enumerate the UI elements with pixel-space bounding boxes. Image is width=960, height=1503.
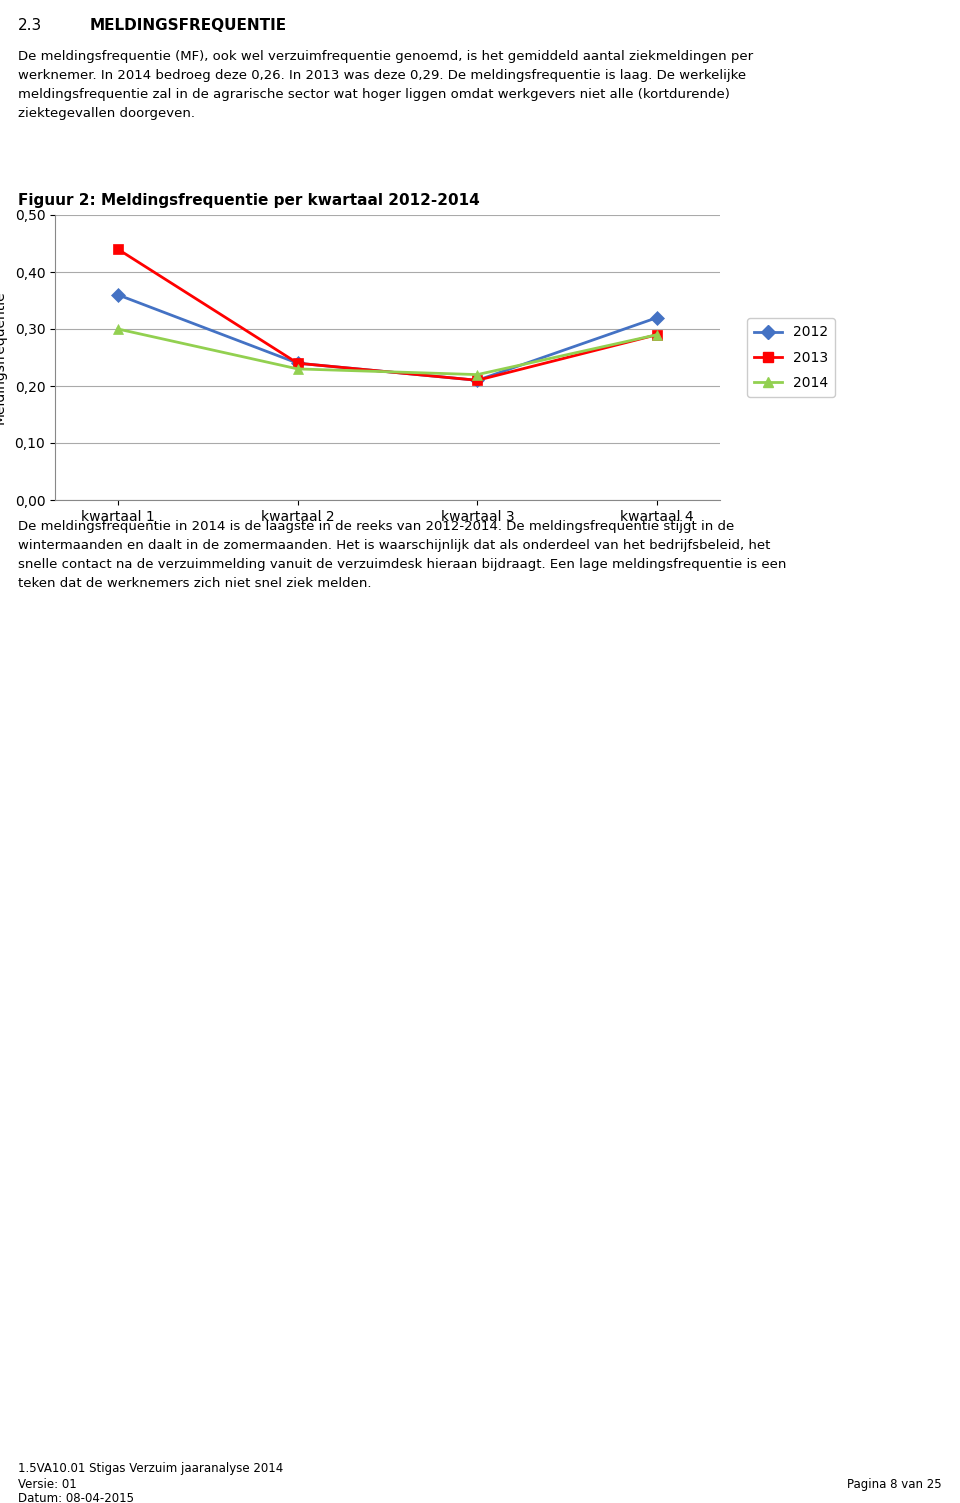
Text: Datum: 08-04-2015: Datum: 08-04-2015	[18, 1492, 134, 1503]
2013	[112, 240, 124, 259]
Y-axis label: Meldingsfrequentie: Meldingsfrequentie	[0, 290, 6, 424]
2014	[112, 320, 124, 338]
2012	[651, 308, 662, 326]
Text: Figuur 2: Meldingsfrequentie per kwartaal 2012-2014: Figuur 2: Meldingsfrequentie per kwartaa…	[18, 192, 480, 207]
2013	[292, 355, 303, 373]
2012	[471, 371, 483, 389]
2014	[471, 365, 483, 383]
2014	[651, 326, 662, 344]
2014	[292, 359, 303, 377]
Text: MELDINGSFREQUENTIE: MELDINGSFREQUENTIE	[90, 18, 287, 33]
Line: 2012: 2012	[113, 290, 662, 385]
Line: 2013: 2013	[113, 245, 662, 385]
Text: Versie: 01: Versie: 01	[18, 1477, 77, 1491]
Text: 2.3: 2.3	[18, 18, 42, 33]
Text: werknemer. In 2014 bedroeg deze 0,26. In 2013 was deze 0,29. De meldingsfrequent: werknemer. In 2014 bedroeg deze 0,26. In…	[18, 69, 746, 83]
Text: ziektegevallen doorgeven.: ziektegevallen doorgeven.	[18, 107, 195, 120]
Text: wintermaanden en daalt in de zomermaanden. Het is waarschijnlijk dat als onderde: wintermaanden en daalt in de zomermaande…	[18, 540, 770, 552]
2012	[112, 286, 124, 304]
Text: snelle contact na de verzuimmelding vanuit de verzuimdesk hieraan bijdraagt. Een: snelle contact na de verzuimmelding vanu…	[18, 558, 786, 571]
Text: Pagina 8 van 25: Pagina 8 van 25	[848, 1477, 942, 1491]
Legend: 2012, 2013, 2014: 2012, 2013, 2014	[747, 319, 835, 397]
2013	[471, 371, 483, 389]
2012	[292, 355, 303, 373]
Text: 1.5VA10.01 Stigas Verzuim jaaranalyse 2014: 1.5VA10.01 Stigas Verzuim jaaranalyse 20…	[18, 1462, 283, 1474]
Text: teken dat de werknemers zich niet snel ziek melden.: teken dat de werknemers zich niet snel z…	[18, 577, 372, 591]
Text: De meldingsfrequentie (MF), ook wel verzuimfrequentie genoemd, is het gemiddeld : De meldingsfrequentie (MF), ook wel verz…	[18, 50, 754, 63]
Line: 2014: 2014	[113, 325, 662, 379]
Text: meldingsfrequentie zal in de agrarische sector wat hoger liggen omdat werkgevers: meldingsfrequentie zal in de agrarische …	[18, 89, 730, 101]
2013	[651, 326, 662, 344]
Text: De meldingsfrequentie in 2014 is de laagste in de reeks van 2012-2014. De meldin: De meldingsfrequentie in 2014 is de laag…	[18, 520, 734, 534]
